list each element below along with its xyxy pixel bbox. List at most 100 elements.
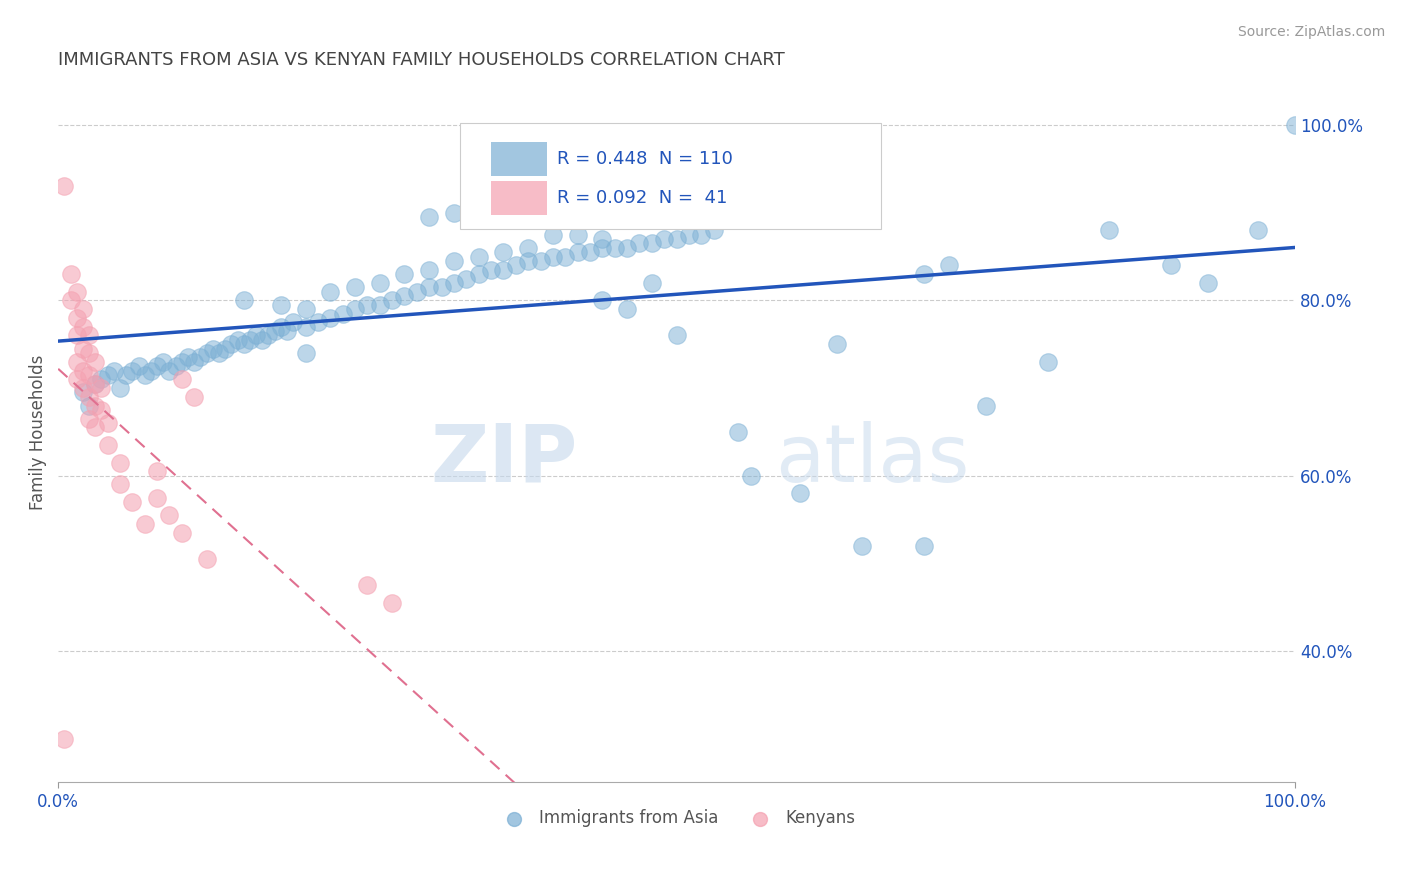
Point — [226, 333, 249, 347]
Point — [789, 486, 811, 500]
Y-axis label: Family Households: Family Households — [30, 354, 46, 509]
Point — [603, 241, 626, 255]
Point — [90, 372, 112, 386]
Point — [851, 539, 873, 553]
Point — [283, 315, 305, 329]
Point — [146, 491, 169, 505]
Text: IMMIGRANTS FROM ASIA VS KENYAN FAMILY HOUSEHOLDS CORRELATION CHART: IMMIGRANTS FROM ASIA VS KENYAN FAMILY HO… — [58, 51, 785, 69]
Point — [1160, 258, 1182, 272]
Point — [53, 179, 76, 194]
Point — [740, 468, 762, 483]
Point — [103, 363, 125, 377]
Point — [139, 363, 162, 377]
Point — [66, 328, 89, 343]
Point — [381, 596, 404, 610]
Point — [443, 254, 465, 268]
Point — [77, 411, 100, 425]
Legend: Immigrants from Asia, Kenyans: Immigrants from Asia, Kenyans — [491, 802, 862, 834]
Point — [84, 355, 107, 369]
FancyBboxPatch shape — [491, 143, 547, 176]
Point — [652, 232, 675, 246]
Point — [517, 254, 540, 268]
Point — [430, 280, 453, 294]
Point — [1247, 223, 1270, 237]
Point — [221, 337, 243, 351]
Point — [505, 258, 527, 272]
Text: ZIP: ZIP — [430, 421, 578, 499]
Point — [381, 293, 404, 308]
Point — [146, 359, 169, 373]
Point — [1098, 223, 1121, 237]
Text: R = 0.092  N =  41: R = 0.092 N = 41 — [557, 189, 727, 207]
Point — [529, 254, 551, 268]
Point — [66, 285, 89, 299]
Point — [159, 508, 181, 522]
Point — [467, 250, 489, 264]
Point — [641, 236, 664, 251]
Point — [579, 245, 602, 260]
Point — [77, 368, 100, 382]
Point — [201, 342, 224, 356]
Point — [121, 495, 143, 509]
Point — [319, 285, 342, 299]
Point — [332, 307, 354, 321]
Point — [443, 276, 465, 290]
Point — [294, 319, 316, 334]
Point — [165, 359, 187, 373]
Point — [66, 355, 89, 369]
Point — [912, 267, 935, 281]
Point — [307, 315, 329, 329]
Point — [208, 346, 231, 360]
Point — [72, 319, 94, 334]
Text: Source: ZipAtlas.com: Source: ZipAtlas.com — [1237, 25, 1385, 39]
Point — [678, 227, 700, 242]
Point — [554, 250, 576, 264]
Point — [177, 351, 200, 365]
Point — [1036, 355, 1059, 369]
Point — [66, 372, 89, 386]
Point — [232, 337, 254, 351]
Point — [492, 262, 515, 277]
Point — [134, 516, 156, 531]
Text: atlas: atlas — [776, 421, 970, 499]
Point — [591, 293, 613, 308]
Point — [492, 245, 515, 260]
Point — [418, 210, 440, 224]
Point — [170, 525, 193, 540]
Point — [97, 438, 120, 452]
Point — [97, 416, 120, 430]
Point — [703, 223, 725, 237]
Point — [59, 267, 82, 281]
FancyBboxPatch shape — [460, 123, 880, 228]
Point — [1284, 118, 1306, 132]
Point — [974, 399, 997, 413]
Point — [245, 328, 267, 343]
Point — [567, 227, 589, 242]
Point — [190, 351, 212, 365]
Point — [270, 319, 292, 334]
Point — [405, 285, 427, 299]
Point — [690, 227, 713, 242]
Point — [239, 333, 262, 347]
Point — [72, 381, 94, 395]
Point — [152, 355, 174, 369]
Point — [84, 399, 107, 413]
Point — [727, 425, 749, 439]
Point — [170, 355, 193, 369]
Point — [467, 267, 489, 281]
Point — [84, 376, 107, 391]
Point — [108, 381, 131, 395]
Point — [616, 302, 638, 317]
Point — [827, 337, 849, 351]
Point — [443, 206, 465, 220]
Point — [214, 342, 236, 356]
Point — [90, 381, 112, 395]
Point — [343, 280, 366, 294]
FancyBboxPatch shape — [491, 181, 547, 215]
Point — [368, 276, 391, 290]
Point — [128, 359, 150, 373]
Point — [492, 197, 515, 211]
Point — [394, 267, 416, 281]
Point — [183, 355, 205, 369]
Point — [456, 271, 478, 285]
